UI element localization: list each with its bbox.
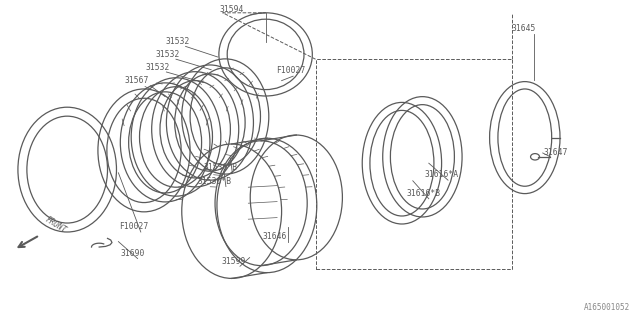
Text: 31645: 31645 xyxy=(512,24,536,33)
Text: 31647: 31647 xyxy=(544,148,568,157)
Text: 31536*B: 31536*B xyxy=(204,163,237,172)
Text: 31594: 31594 xyxy=(220,5,244,14)
Text: 31599: 31599 xyxy=(221,257,246,266)
Text: 31532: 31532 xyxy=(156,50,180,59)
Text: F10027: F10027 xyxy=(276,66,306,75)
Text: A165001052: A165001052 xyxy=(584,303,630,312)
Text: 31567: 31567 xyxy=(125,76,149,85)
Text: 31646: 31646 xyxy=(263,232,287,241)
Text: FRONT: FRONT xyxy=(44,215,68,235)
Text: 31690: 31690 xyxy=(120,249,145,258)
Text: F10027: F10027 xyxy=(119,222,148,231)
Text: 31536*B: 31536*B xyxy=(197,177,231,186)
Text: 31532: 31532 xyxy=(165,37,189,46)
Text: 31616*B: 31616*B xyxy=(406,189,440,198)
Text: 31616*A: 31616*A xyxy=(425,170,459,179)
Text: 31532: 31532 xyxy=(146,63,170,72)
